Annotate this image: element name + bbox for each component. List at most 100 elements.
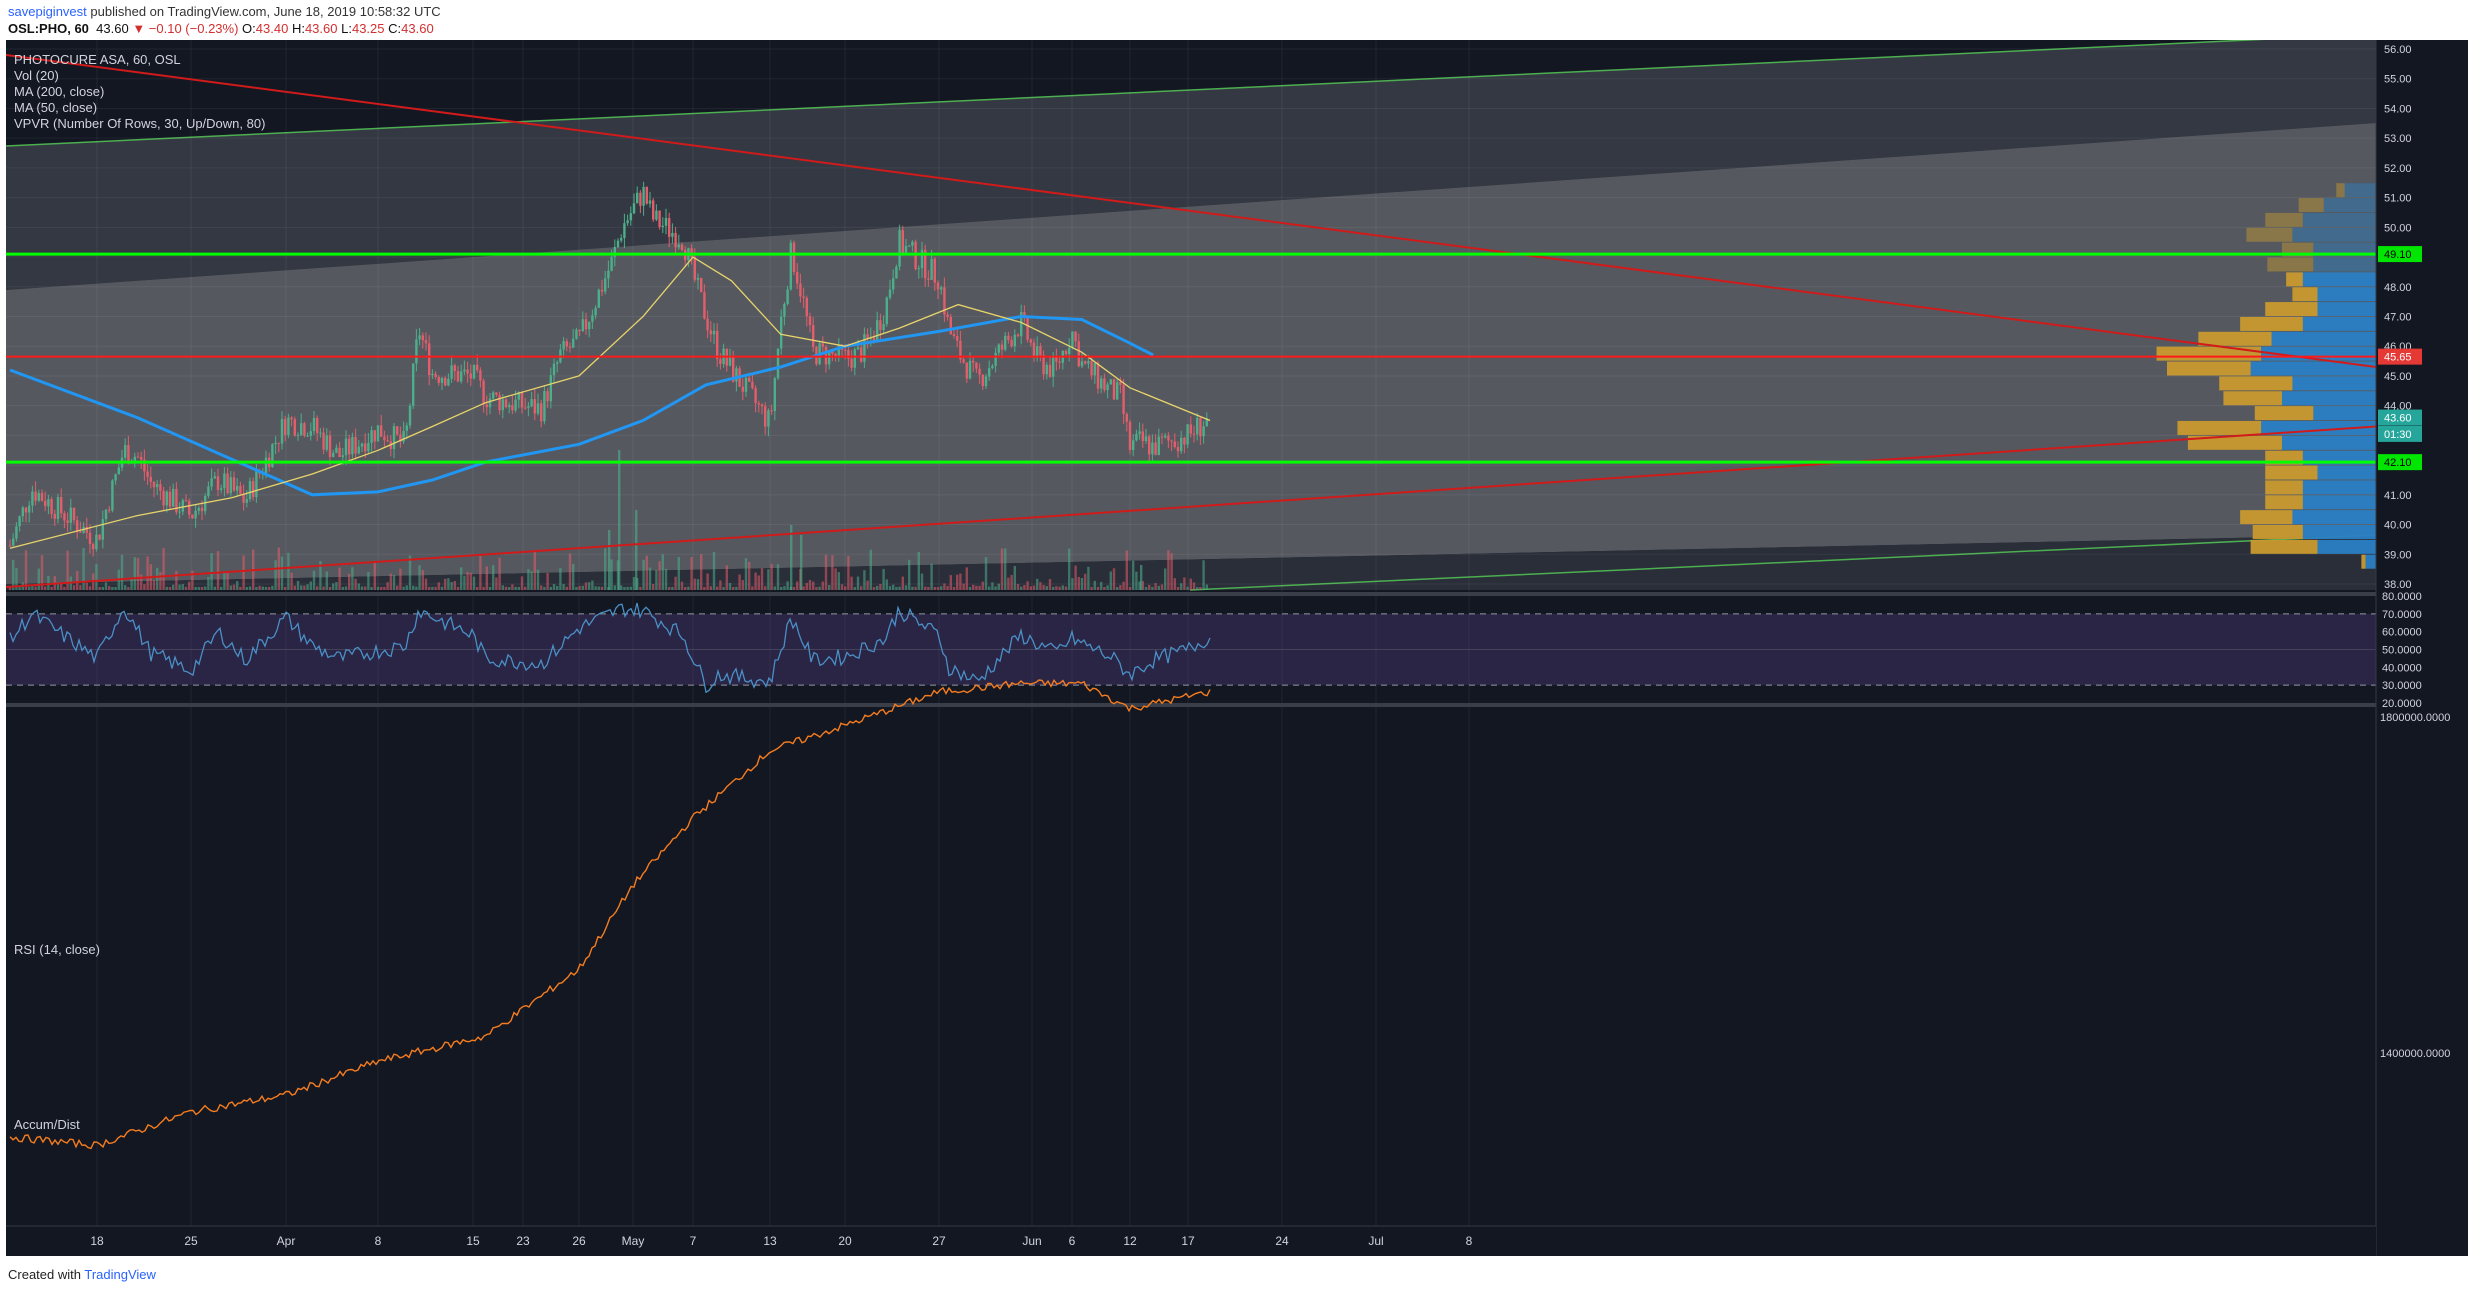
- volume-bar: [133, 557, 136, 590]
- vpvr-down-bar: [2265, 480, 2303, 495]
- candle-body: [764, 406, 767, 427]
- candle-body: [882, 324, 885, 330]
- volume-bar: [50, 586, 53, 590]
- candle-body: [364, 443, 367, 452]
- volume-bar: [984, 557, 988, 590]
- candle-body: [728, 357, 732, 366]
- candle-body: [466, 369, 469, 374]
- ascending-red-trendline: [6, 425, 2376, 588]
- volume-bar: [562, 583, 565, 590]
- candle-body: [1202, 426, 1205, 437]
- volume-bar: [661, 554, 664, 590]
- candle-body: [376, 425, 380, 442]
- vpvr-up-bar: [2317, 465, 2376, 480]
- candle-body: [1164, 435, 1167, 438]
- candle-body: [456, 371, 460, 382]
- volume-bar: [1010, 575, 1013, 590]
- candle-body: [674, 232, 677, 248]
- vpvr-up-bar: [2302, 480, 2376, 495]
- volume-bar: [95, 564, 98, 590]
- price-label-box: [2378, 409, 2422, 426]
- volume-bar: [37, 568, 40, 590]
- volume-bar: [357, 583, 360, 590]
- volume-bar: [722, 586, 725, 590]
- candle-body: [312, 417, 316, 432]
- volume-bar: [191, 570, 194, 590]
- vpvr-down-bar: [2252, 524, 2303, 539]
- candle-body: [1042, 355, 1045, 375]
- volume-bar: [264, 586, 268, 590]
- volume-bar: [1016, 584, 1020, 590]
- volume-bar: [1004, 548, 1007, 590]
- price-tick-label: 50.00: [2384, 222, 2412, 234]
- legend: PHOTOCURE ASA, 60, OSL Vol (20) MA (200,…: [14, 52, 265, 1132]
- candle-body: [421, 335, 424, 341]
- volume-bar: [885, 579, 888, 590]
- candle-body: [1148, 436, 1151, 455]
- volume-bar: [335, 582, 338, 590]
- candle-body: [63, 513, 66, 521]
- tradingview-logo[interactable]: TradingView: [84, 1267, 156, 1282]
- candle-body: [712, 330, 716, 335]
- candle-body: [245, 499, 248, 503]
- candle-body: [680, 244, 684, 250]
- volume-bar: [8, 586, 12, 590]
- candle-body: [1112, 379, 1116, 400]
- volume-bar: [469, 572, 472, 590]
- vpvr-up-bar: [2292, 376, 2376, 391]
- candle-body: [28, 505, 31, 513]
- candle-body: [440, 377, 444, 383]
- volume-bar: [914, 586, 917, 590]
- pane-separator: [6, 703, 2376, 707]
- volume-bar: [584, 582, 588, 590]
- candle-body: [988, 368, 991, 377]
- volume-bar: [325, 571, 328, 590]
- volume-bar: [444, 578, 447, 590]
- candle-body: [1016, 334, 1020, 337]
- candle-body: [165, 491, 168, 506]
- volume-bar: [136, 557, 140, 590]
- candle-body: [332, 452, 335, 458]
- candle-body: [335, 447, 338, 453]
- candle-body: [34, 491, 37, 501]
- time-tick-label: 20: [838, 1234, 852, 1248]
- candle-body: [21, 507, 24, 517]
- candle-body: [584, 319, 588, 330]
- candle-body: [668, 218, 671, 237]
- candle-body: [808, 316, 812, 326]
- candle-body: [1160, 436, 1164, 438]
- volume-bar: [536, 569, 540, 590]
- candle-body: [917, 268, 920, 270]
- candle-body: [885, 297, 888, 325]
- volume-bar: [876, 585, 879, 590]
- candle-body: [876, 320, 879, 341]
- volume-bar: [1170, 553, 1173, 590]
- candle-body: [786, 289, 789, 304]
- candle-body: [796, 272, 799, 284]
- publisher-name[interactable]: savepiginvest: [8, 4, 87, 19]
- candle-body: [24, 507, 28, 513]
- volume-bar: [1176, 586, 1180, 590]
- vpvr-down-bar: [2177, 420, 2262, 435]
- volume-bar: [1020, 586, 1023, 590]
- volume-bar: [552, 584, 556, 590]
- volume-bar: [504, 586, 508, 590]
- volume-bar: [856, 576, 860, 590]
- volume-bar: [639, 586, 642, 590]
- candle-body: [66, 520, 69, 523]
- price-tick-label: 53.00: [2384, 133, 2412, 145]
- volume-bar: [44, 586, 47, 590]
- legend-vpvr: VPVR (Number Of Rows, 30, Up/Down, 80): [14, 116, 265, 131]
- volume-bar: [520, 576, 524, 590]
- volume-bar: [610, 559, 613, 590]
- volume-bar: [946, 585, 949, 590]
- volume-bar: [805, 582, 808, 590]
- horizontal-levels[interactable]: [6, 252, 2376, 464]
- candle-body: [901, 230, 904, 253]
- candle-body: [1122, 384, 1125, 414]
- time-tick-label: 8: [375, 1234, 382, 1248]
- volume-bar: [508, 587, 511, 590]
- volume-bar: [124, 585, 127, 590]
- time-tick-label: Jun: [1022, 1234, 1041, 1248]
